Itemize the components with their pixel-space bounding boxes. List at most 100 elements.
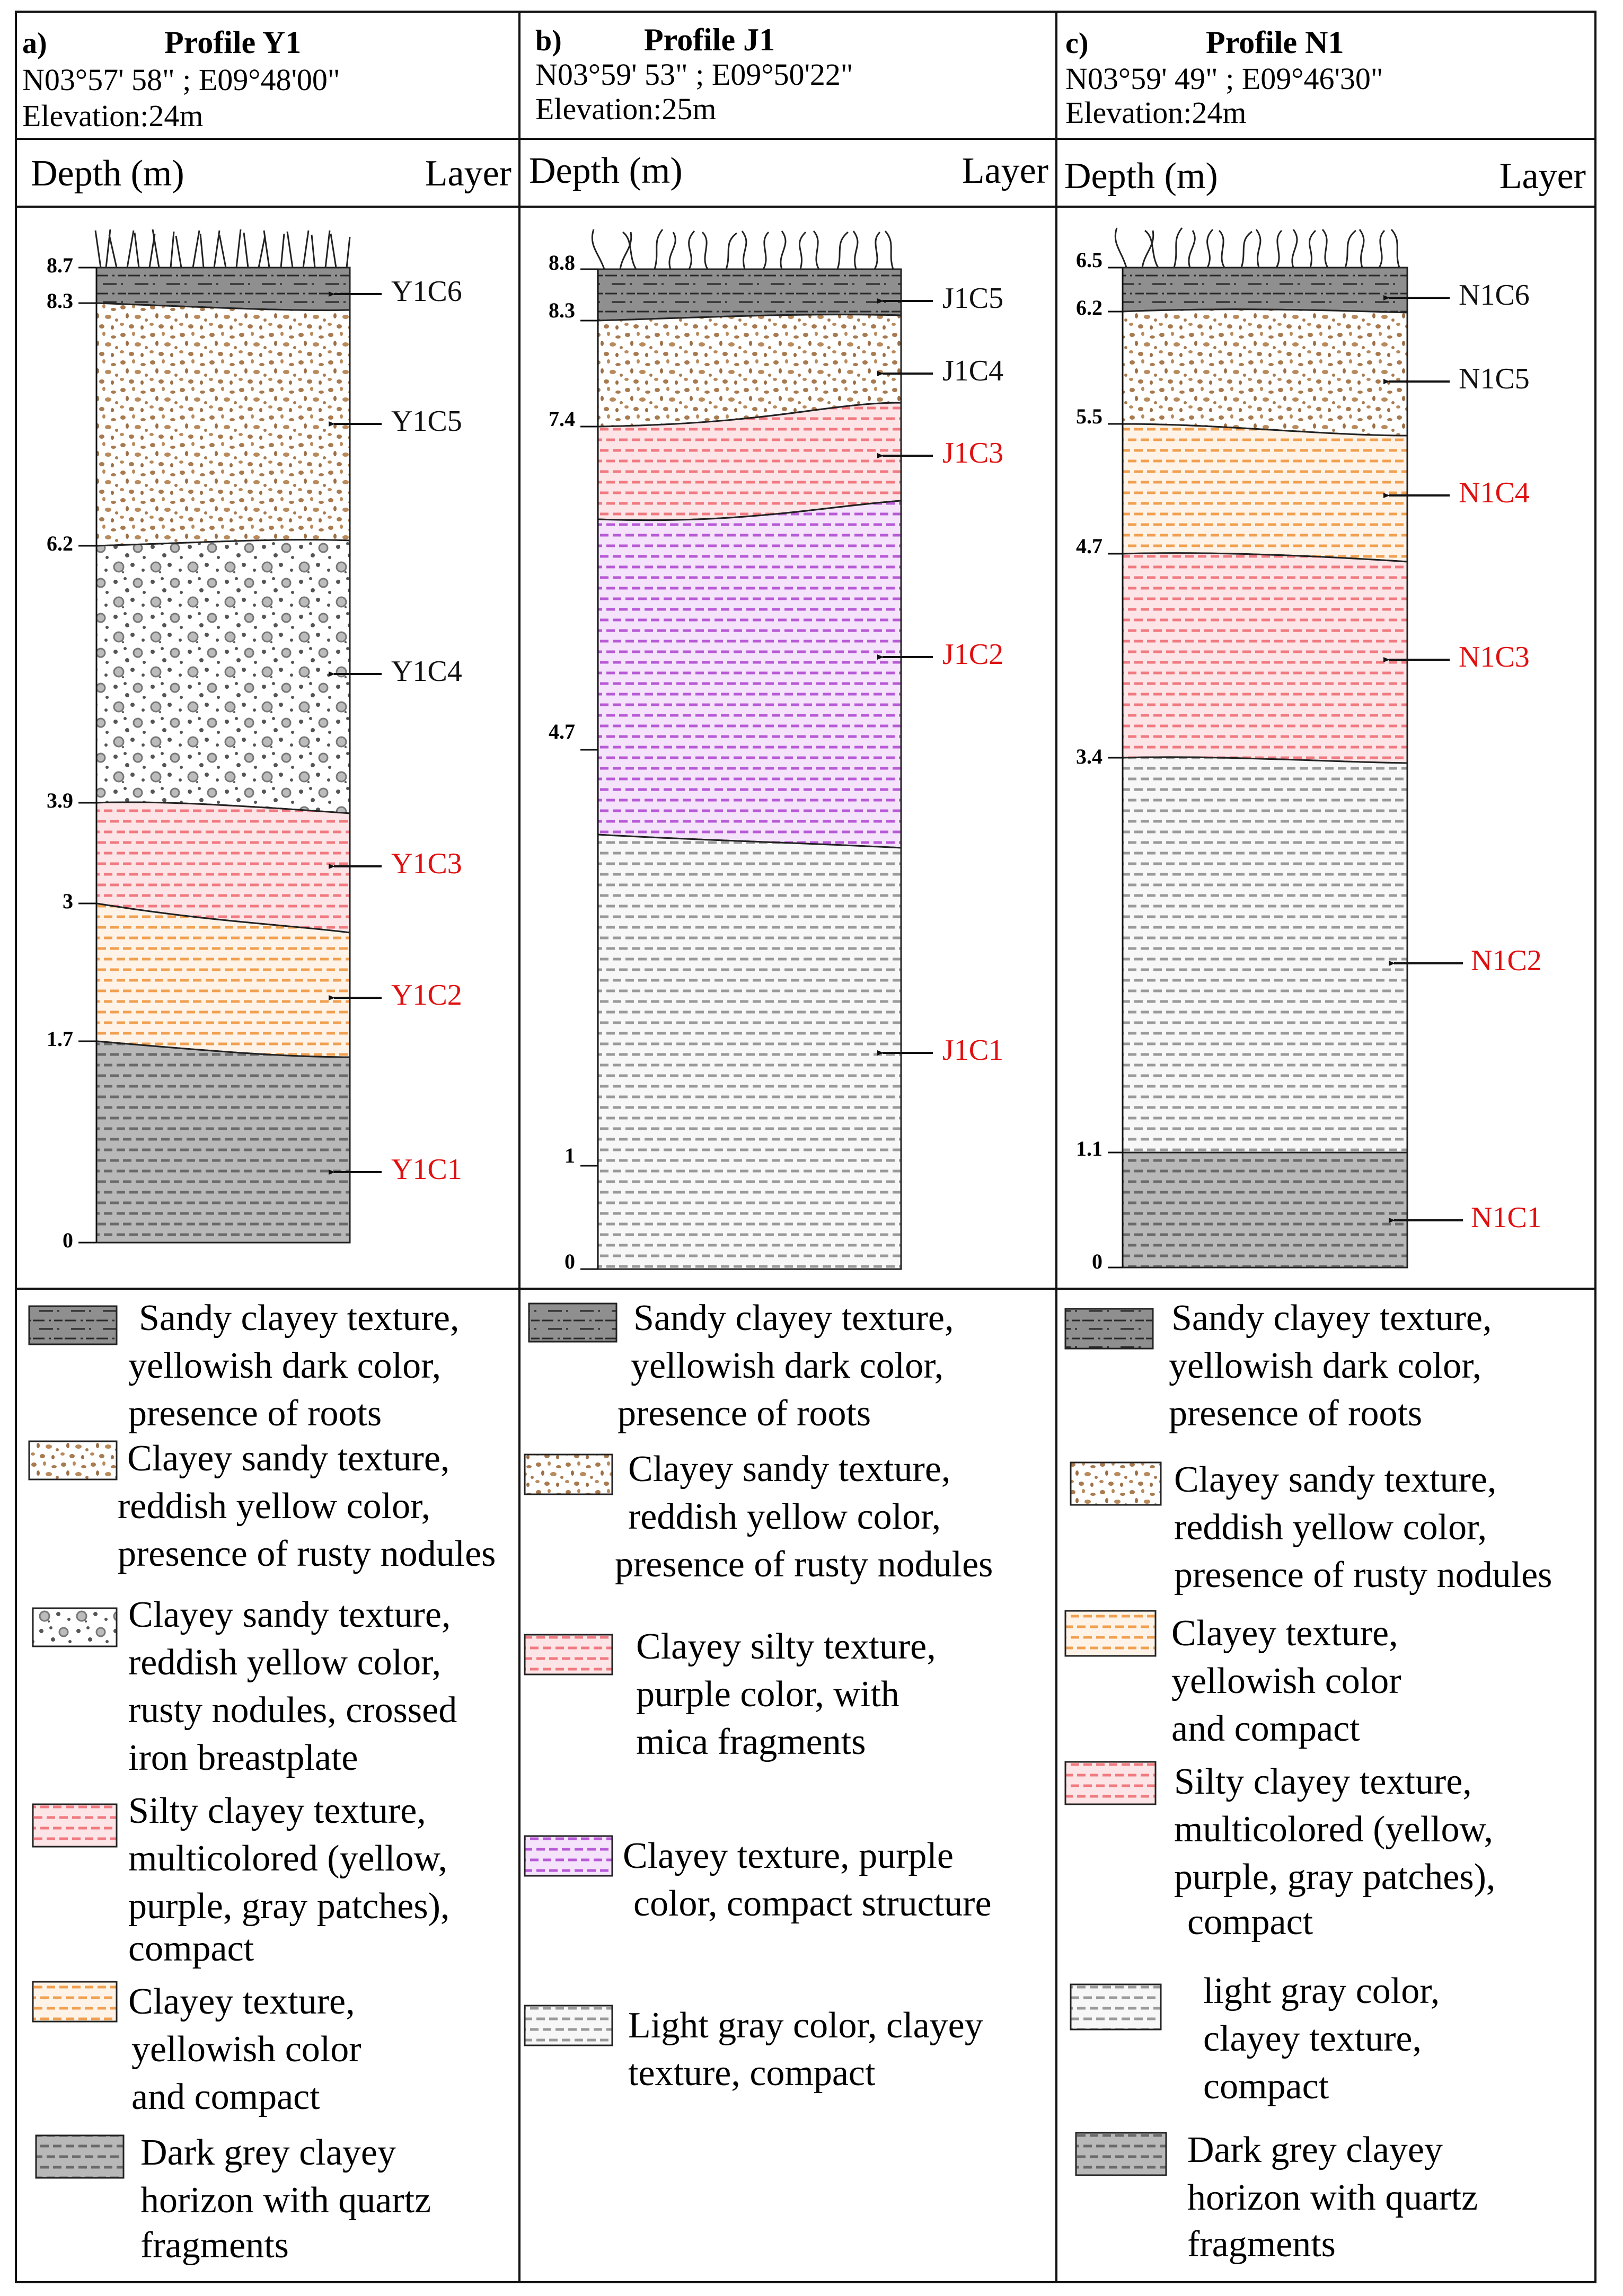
layer-label-n1c4: N1C4	[1383, 476, 1530, 509]
legend-text: Silty clayey texture, multicolored (yell…	[1174, 1761, 1505, 1943]
profile-n1: c) Profile N1 N03°59' 49" ; E09°46'30" E…	[1064, 25, 1586, 2265]
legend-text: Light gray color, clayey texture, compac…	[628, 2005, 992, 2094]
depth-tick: 6.5	[1076, 248, 1123, 272]
layer-label-j1c1: J1C1	[877, 1034, 1003, 1067]
legend-text: Sandy clayey texture, yellowish dark col…	[128, 1298, 469, 1434]
layer-j1c5	[597, 268, 902, 322]
layer-code: J1C2	[942, 638, 1003, 671]
depth-tick: 3	[63, 889, 96, 913]
legend-item: Sandy clayey texture, yellowish dark col…	[28, 1298, 469, 1434]
layer-label-y1c4: Y1C4	[329, 655, 462, 688]
legend-swatch	[1064, 1610, 1157, 1657]
depth-tick: 5.5	[1076, 404, 1123, 428]
legend-swatch	[524, 1634, 613, 1676]
legend-swatch	[32, 1607, 118, 1647]
depth-tick-label: 6.2	[47, 531, 73, 555]
depth-tick-label: 0	[564, 1249, 575, 1273]
legend-text: Clayey texture, yellowish color and comp…	[128, 1981, 371, 2117]
layer-n1c3	[1122, 552, 1408, 764]
depth-tick: 8.7	[47, 253, 96, 277]
layer-code: Y1C2	[391, 979, 462, 1012]
legend-text: Clayey sandy texture, reddish yellow col…	[128, 1594, 466, 1778]
legend-item: Dark grey clayey horizon with quartz fra…	[1075, 2130, 1478, 2265]
legend-swatch	[1070, 1461, 1162, 1506]
depth-tick: 1.1	[1076, 1137, 1123, 1160]
depth-tick: 0	[1092, 1249, 1123, 1273]
legend-swatch	[524, 1453, 613, 1495]
legend-item: Clayey sandy texture, reddish yellow col…	[1070, 1459, 1552, 1595]
profile-elevation: Elevation:24m	[1065, 95, 1247, 130]
legend-swatch	[1070, 1983, 1162, 2031]
depth-tick: 6.2	[47, 531, 96, 555]
layer-label-n1c6: N1C6	[1383, 279, 1530, 312]
legend-swatch	[524, 1835, 613, 1877]
legend-text: Clayey sandy texture, reddish yellow col…	[615, 1449, 993, 1585]
depth-column-header: Depth (m)	[1064, 156, 1218, 197]
legend-item: Clayey texture, yellowish color and comp…	[32, 1981, 371, 2117]
legend-item: Clayey sandy texture, reddish yellow col…	[28, 1438, 496, 1574]
legend-j1: Sandy clayey texture, yellowish dark col…	[524, 1298, 993, 2094]
layer-code: N1C5	[1459, 362, 1530, 395]
legend-text: light gray color, clayey texture, compac…	[1203, 1971, 1449, 2107]
legend-item: Clayey silty texture, purple color, with…	[524, 1626, 945, 1762]
layer-code: Y1C6	[391, 275, 462, 308]
layer-label-j1c2: J1C2	[877, 638, 1003, 671]
depth-tick-label: 6.5	[1076, 248, 1102, 272]
legend-text: Clayey sandy texture, reddish yellow col…	[118, 1438, 496, 1574]
legend-item: Sandy clayey texture, yellowish dark col…	[528, 1298, 954, 1434]
legend-text: Clayey sandy texture, reddish yellow col…	[1174, 1459, 1552, 1595]
depth-tick: 4.7	[549, 720, 598, 751]
layer-y1c4	[95, 539, 351, 814]
depth-tick-label: 1.1	[1076, 1137, 1102, 1160]
depth-tick-label: 5.5	[1076, 404, 1102, 428]
depth-tick: 7.4	[549, 407, 598, 431]
depth-tick: 6.2	[1076, 296, 1123, 320]
profile-letter: a)	[22, 27, 47, 60]
profile-y1-header: a) Profile Y1 N03°57' 58" ; E09°48'00" E…	[22, 25, 511, 194]
depth-tick-label: 4.7	[549, 720, 575, 743]
layer-label-y1c5: Y1C5	[329, 405, 462, 438]
layer-code: J1C5	[942, 282, 1003, 315]
profile-letter: b)	[535, 24, 562, 57]
layer-label-j1c5: J1C5	[877, 282, 1003, 315]
layer-labels: Y1C6 Y1C5 Y1C4 Y1C3 Y1C2 Y1C1	[329, 275, 462, 1186]
depth-tick-label: 7.4	[549, 407, 575, 431]
depth-tick: 0	[63, 1228, 96, 1252]
legend-text: Clayey texture, purple color, compact st…	[623, 1836, 992, 1924]
layer-code: Y1C5	[391, 405, 462, 438]
layer-code: N1C6	[1459, 279, 1530, 312]
layer-y1c5	[95, 302, 351, 547]
layer-code: Y1C1	[391, 1153, 462, 1186]
depth-tick-label: 6.2	[1076, 296, 1102, 320]
layer-code: J1C4	[942, 354, 1003, 387]
legend-item: Sandy clayey texture, yellowish dark col…	[1064, 1298, 1492, 1434]
layer-column-header: Layer	[1499, 156, 1586, 197]
layer-code: N1C1	[1471, 1201, 1542, 1234]
layer-j1c2	[597, 500, 902, 849]
layer-label-y1c6: Y1C6	[329, 275, 462, 308]
layer-code: Y1C3	[391, 847, 462, 880]
depth-tick-label: 0	[1092, 1249, 1102, 1273]
legend-text: Clayey silty texture, purple color, with…	[636, 1626, 945, 1762]
legend-item: Dark grey clayey horizon with quartz fra…	[35, 2132, 431, 2266]
table-frame	[15, 11, 1596, 2283]
layer-j1c1	[597, 834, 902, 1270]
profile-coords: N03°59' 53" ; E09°50'22"	[535, 57, 853, 92]
depth-tick: 8.3	[47, 289, 96, 313]
layer-code: N1C2	[1471, 944, 1542, 977]
legend-item: Clayey texture, purple color, compact st…	[524, 1835, 992, 1924]
legend-item: Clayey texture, yellowish color and comp…	[1064, 1610, 1401, 1749]
depth-tick-label: 8.8	[549, 251, 575, 274]
depth-tick-label: 4.7	[1076, 534, 1102, 558]
layer-code: Y1C4	[391, 655, 462, 688]
layer-label-y1c1: Y1C1	[329, 1153, 462, 1186]
depth-tick: 4.7	[1076, 534, 1123, 558]
depth-tick-label: 8.3	[47, 289, 73, 313]
legend-text: Silty clayey texture, multicolored (yell…	[128, 1790, 459, 1969]
depth-column-header: Depth (m)	[31, 153, 184, 194]
layer-n1c1	[1122, 1151, 1408, 1269]
layer-y1c1	[95, 1040, 351, 1244]
legend-swatch	[524, 2005, 613, 2046]
depth-tick-label: 3.9	[47, 788, 73, 812]
depth-tick: 1.7	[47, 1027, 96, 1051]
